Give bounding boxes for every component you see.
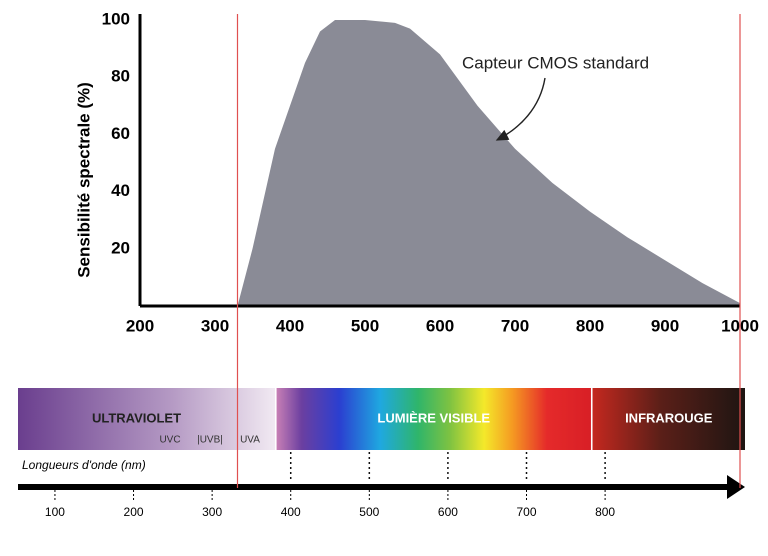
spectrum-region (592, 388, 745, 450)
x-tick-label: 500 (351, 316, 379, 335)
annotation-arrow (495, 77, 546, 141)
x-tick-label: 800 (595, 505, 615, 519)
y-tick-label: 40 (111, 181, 130, 200)
y-axis-label: Sensibilité spectrale (%) (74, 82, 93, 278)
x-tick-label: 700 (516, 505, 536, 519)
region-label: INFRAROUGE (625, 410, 713, 425)
sub-label: UVC (159, 435, 180, 446)
x-tick-label: 400 (276, 316, 304, 335)
x-tick-label: 600 (426, 316, 454, 335)
annotation: Capteur CMOS standard (462, 53, 649, 72)
x-tick-label: 200 (126, 316, 154, 335)
y-tick-label: 80 (111, 67, 130, 86)
axis-arrowhead (727, 475, 745, 499)
region-label: LUMIÈRE VISIBLE (377, 410, 490, 425)
spectrum-region (18, 388, 276, 450)
x-tick-label: 700 (501, 316, 529, 335)
x-tick-label: 900 (651, 316, 679, 335)
x-tick-label: 500 (359, 505, 379, 519)
x-tick-label: 300 (202, 505, 222, 519)
x-tick-label: 200 (124, 505, 144, 519)
area (237, 20, 740, 306)
region-label: ULTRAVIOLET (92, 410, 181, 425)
x-tick-label: 400 (281, 505, 301, 519)
x-tick-label: 800 (576, 316, 604, 335)
sub-label: |UVB| (197, 435, 223, 446)
y-tick-label: 60 (111, 124, 130, 143)
y-tick-label: 100 (102, 9, 130, 28)
x-tick-label: 600 (438, 505, 458, 519)
spectrum-diagram: ULTRAVIOLET LUMIÈRE VISIBLE INFRAROUGE UVC |… (18, 388, 745, 519)
sub-label: UVA (240, 435, 260, 446)
x-axis-label: Longueurs d'onde (nm) (22, 458, 146, 472)
x-tick-label: 100 (45, 505, 65, 519)
x-tick-label: 300 (201, 316, 229, 335)
y-tick-label: 20 (111, 238, 130, 257)
spectrum-region (276, 388, 591, 450)
